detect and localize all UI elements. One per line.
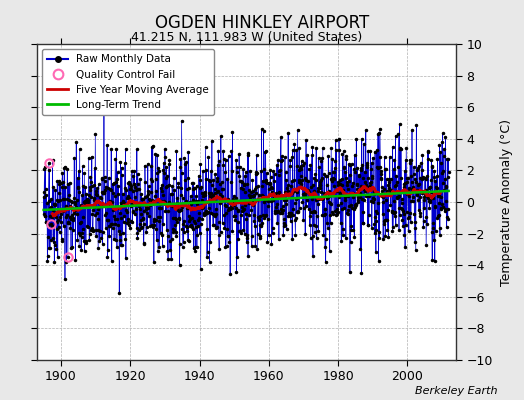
Legend: Raw Monthly Data, Quality Control Fail, Five Year Moving Average, Long-Term Tren: Raw Monthly Data, Quality Control Fail, … (42, 49, 214, 115)
Title: 41.215 N, 111.983 W (United States): 41.215 N, 111.983 W (United States) (130, 31, 362, 44)
Text: OGDEN HINKLEY AIRPORT: OGDEN HINKLEY AIRPORT (155, 14, 369, 32)
Text: Berkeley Earth: Berkeley Earth (416, 386, 498, 396)
Y-axis label: Temperature Anomaly (°C): Temperature Anomaly (°C) (499, 118, 512, 286)
